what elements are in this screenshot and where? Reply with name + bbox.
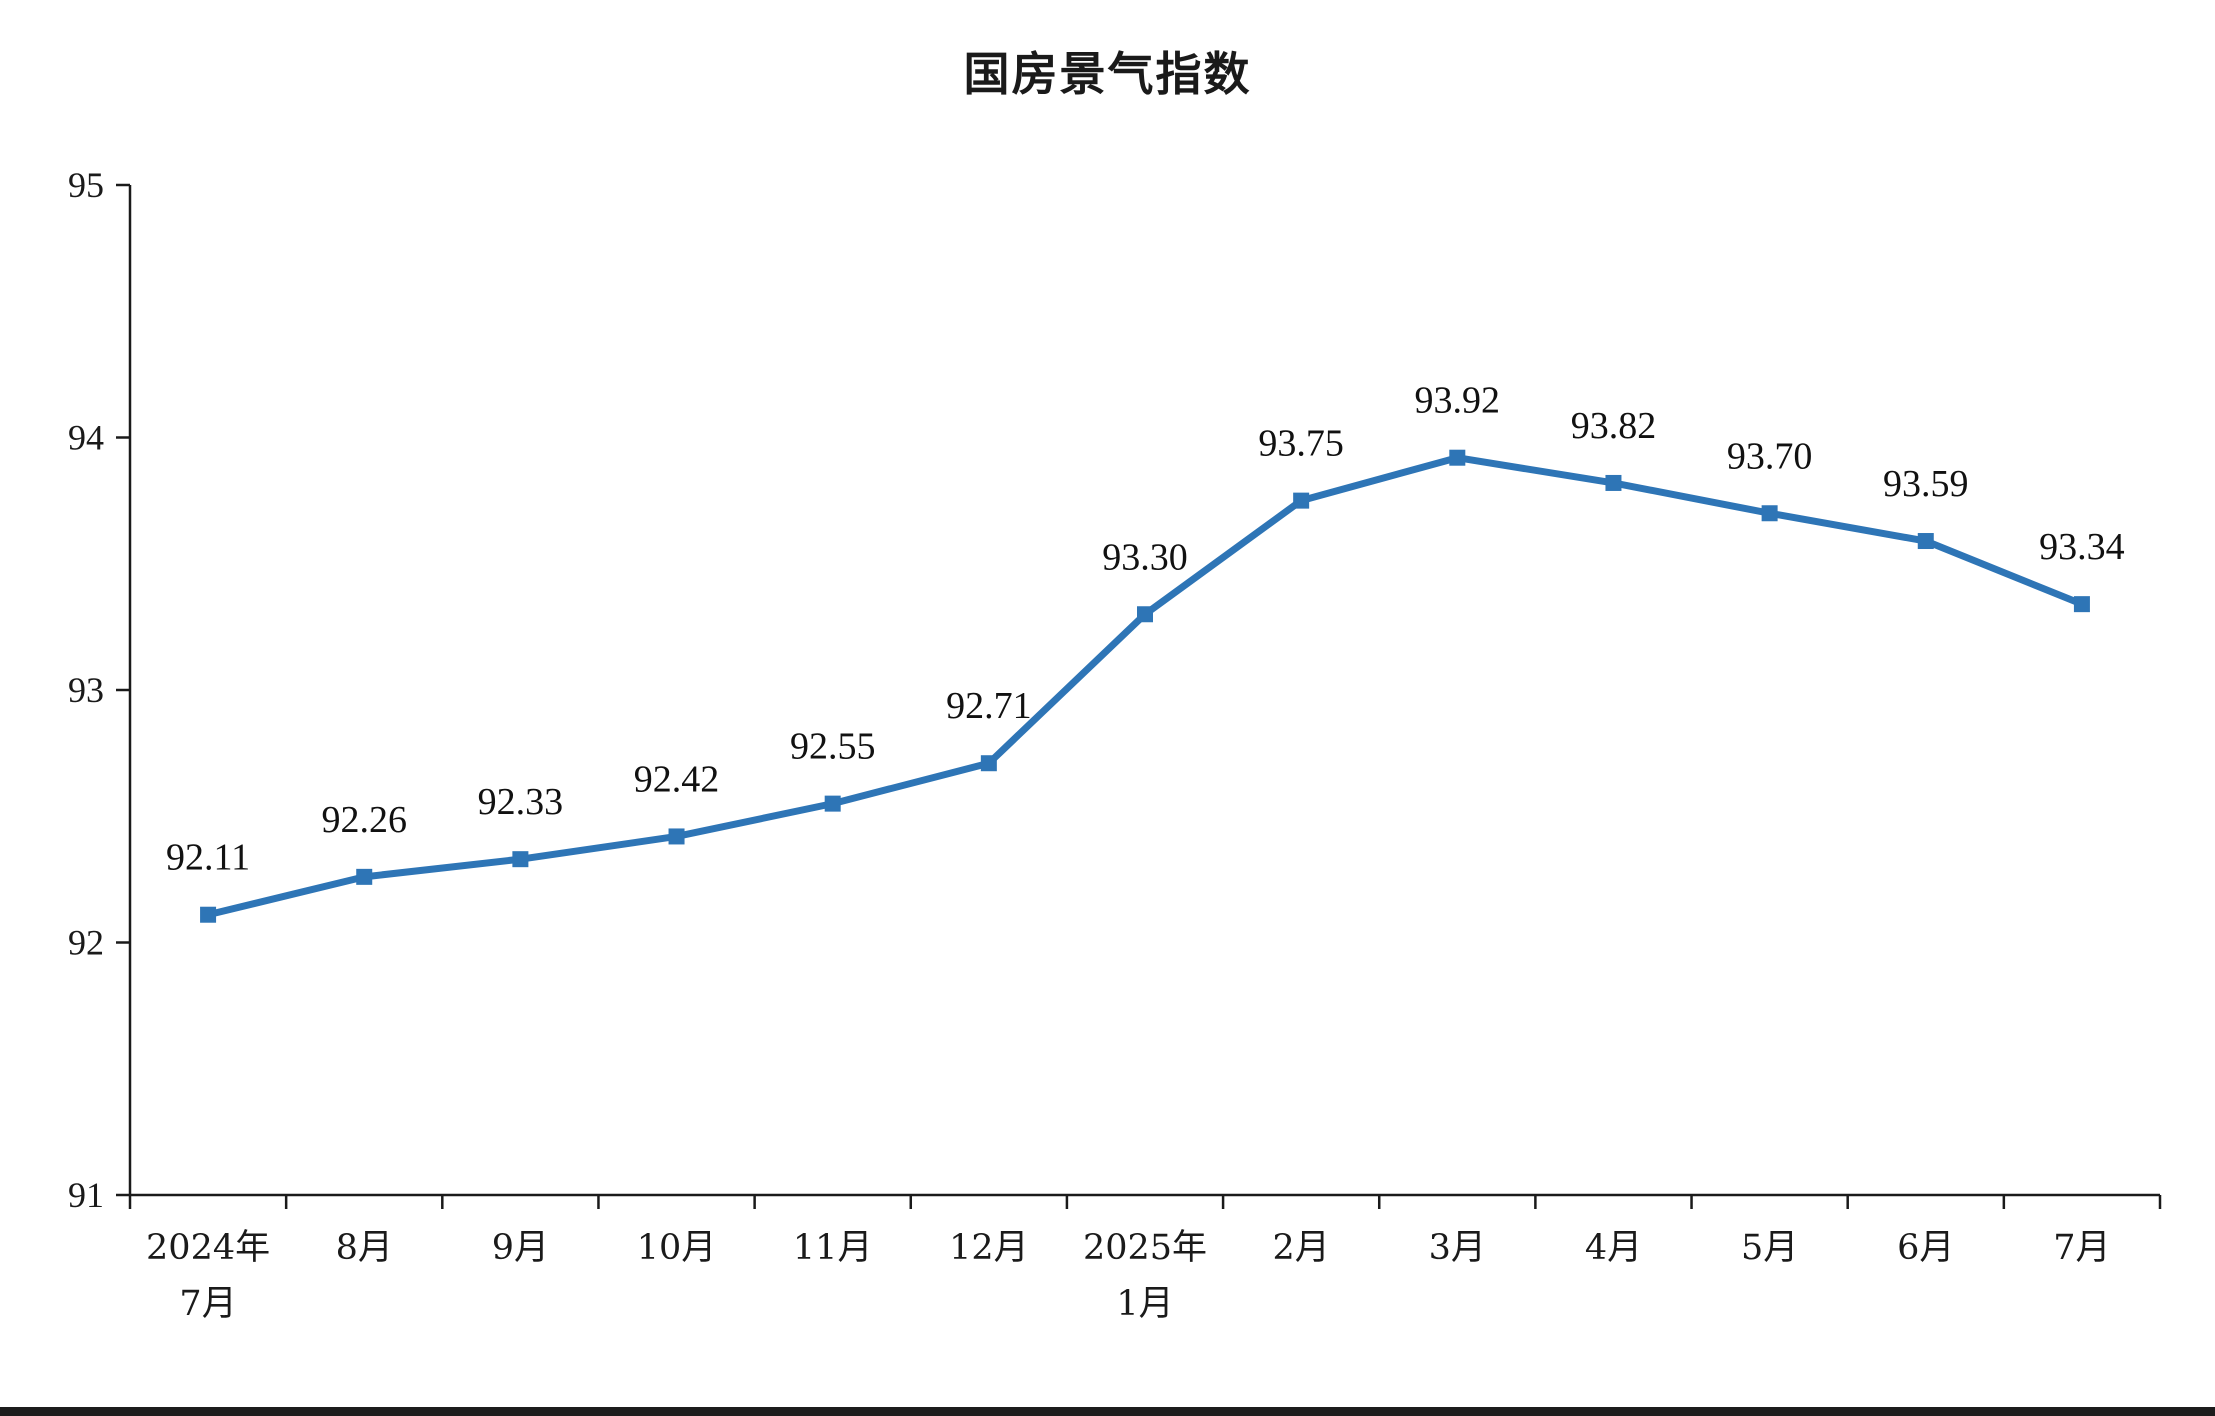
data-point-label: 93.34 [2039, 526, 2125, 568]
data-point-label: 92.42 [634, 758, 720, 800]
data-point-marker [356, 868, 373, 885]
data-point-marker [1137, 606, 1153, 623]
data-point-marker [1917, 533, 1934, 550]
x-tick-label: 2025年 1月 [1083, 1228, 1207, 1324]
x-tick-label: 10月 [637, 1228, 717, 1268]
data-point-label: 92.55 [790, 726, 876, 768]
x-tick-label: 2024年 7月 [146, 1228, 270, 1324]
data-point-marker [668, 828, 685, 845]
x-tick-label: 4月 [1585, 1228, 1642, 1268]
y-tick-label: 95 [68, 165, 104, 205]
data-point-label: 93.82 [1571, 405, 1657, 447]
data-point-label: 92.26 [321, 799, 407, 841]
data-point-marker [980, 755, 997, 772]
y-tick-label: 91 [68, 1175, 104, 1215]
chart-title: 国房景气指数 [963, 47, 1252, 101]
x-tick-label: 3月 [1429, 1228, 1486, 1268]
data-point-label: 92.11 [166, 837, 250, 879]
data-point-marker [2073, 596, 2090, 613]
y-tick-label: 94 [68, 418, 104, 458]
data-point-label: 93.59 [1883, 463, 1969, 505]
data-point-label: 92.33 [478, 781, 564, 823]
data-point-marker [1449, 449, 1466, 466]
x-tick-label: 9月 [492, 1228, 549, 1268]
data-point-label: 93.70 [1727, 435, 1813, 477]
x-tick-label: 5月 [1741, 1228, 1798, 1268]
data-point-label: 93.75 [1258, 423, 1344, 465]
y-tick-label: 92 [68, 923, 104, 963]
series-line [204, 454, 2086, 919]
data-point-marker [824, 795, 841, 812]
y-tick-label: 93 [68, 670, 104, 710]
x-tick-label: 7月 [2053, 1228, 2110, 1268]
x-tick-label: 8月 [336, 1228, 393, 1268]
footer-bar [0, 1407, 2215, 1416]
x-tick-label: 12月 [949, 1228, 1029, 1268]
data-point-label: 93.30 [1102, 536, 1188, 578]
data-point-marker [200, 906, 217, 923]
x-tick-label: 6月 [1897, 1228, 1954, 1268]
data-point-label: 93.92 [1415, 380, 1501, 422]
x-tick-label: 2月 [1273, 1228, 1330, 1268]
data-point-marker [512, 851, 529, 868]
x-tick-label: 11月 [793, 1228, 873, 1268]
data-point-marker [1293, 492, 1310, 509]
data-point-marker [1605, 474, 1622, 491]
data-point-marker [1761, 505, 1778, 522]
data-point-label: 92.71 [946, 685, 1032, 727]
